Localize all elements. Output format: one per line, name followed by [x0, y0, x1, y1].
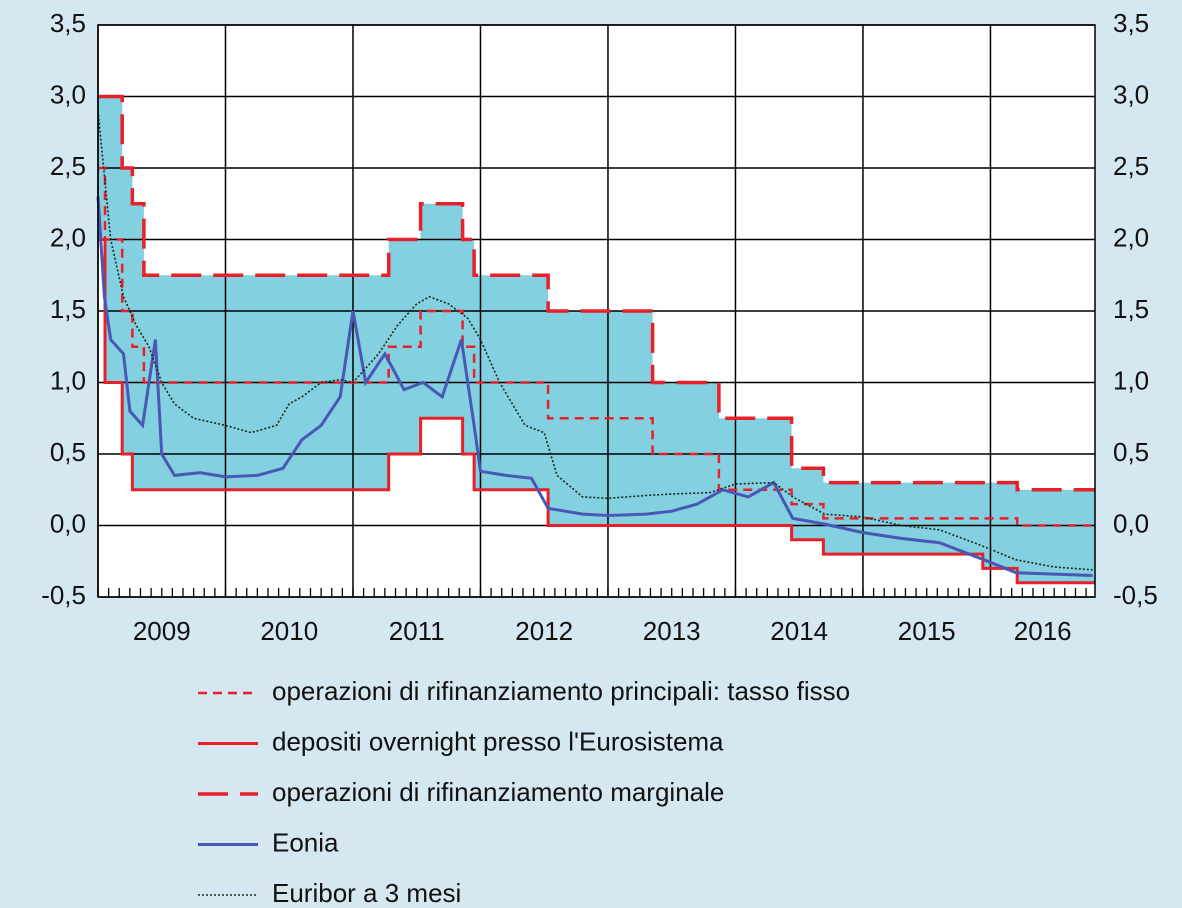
plot-border: [97, 24, 1096, 598]
x-tick-label: 2011: [389, 616, 445, 646]
y-tick-label: 2,0: [50, 222, 86, 252]
y-tick-label: 3,0: [50, 79, 86, 109]
x-tick-label: 2012: [515, 616, 573, 646]
y2-tick-label: -0,5: [1113, 580, 1158, 610]
x-tick-label: 2013: [643, 616, 701, 646]
legend-label: Eonia: [272, 827, 339, 857]
y2-tick-label: 3,5: [1113, 8, 1149, 38]
y2-tick-label: 1,5: [1113, 294, 1149, 324]
y2-tick-label: 0,5: [1113, 437, 1149, 467]
y2-tick-label: 1,0: [1113, 365, 1149, 395]
series-line: [98, 166, 1095, 527]
series-line: [97, 110, 1093, 571]
y2-tick-label: 2,5: [1113, 151, 1149, 181]
legend-label: depositi overnight presso l'Eurosistema: [272, 726, 724, 756]
y2-tick-label: 3,0: [1113, 79, 1149, 109]
y-tick-label: 1,0: [50, 365, 86, 395]
legend-label: operazioni di rifinanziamento principali…: [272, 676, 850, 706]
legend-label: Euribor a 3 mesi: [272, 878, 461, 908]
series-line: [98, 94, 1095, 492]
y2-tick-label: 2,0: [1113, 222, 1149, 252]
y-tick-label: 0,0: [50, 508, 86, 538]
y-tick-label: 0,5: [50, 437, 86, 467]
y-tick-label: 3,5: [50, 8, 86, 38]
series-line: [98, 238, 1095, 585]
y-tick-label: 1,5: [50, 294, 86, 324]
x-tick-label: 2009: [133, 616, 191, 646]
legend-label: operazioni di rifinanziamento marginale: [272, 777, 724, 807]
y-tick-label: -0,5: [41, 580, 86, 610]
y-tick-label: 2,5: [50, 151, 86, 181]
x-tick-label: 2014: [770, 616, 828, 646]
y2-tick-label: 0,0: [1113, 508, 1149, 538]
x-tick-label: 2015: [898, 616, 956, 646]
series-line: [96, 196, 1093, 577]
x-tick-label: 2016: [1014, 616, 1072, 646]
x-tick-label: 2010: [260, 616, 318, 646]
corridor: [98, 96, 1095, 583]
